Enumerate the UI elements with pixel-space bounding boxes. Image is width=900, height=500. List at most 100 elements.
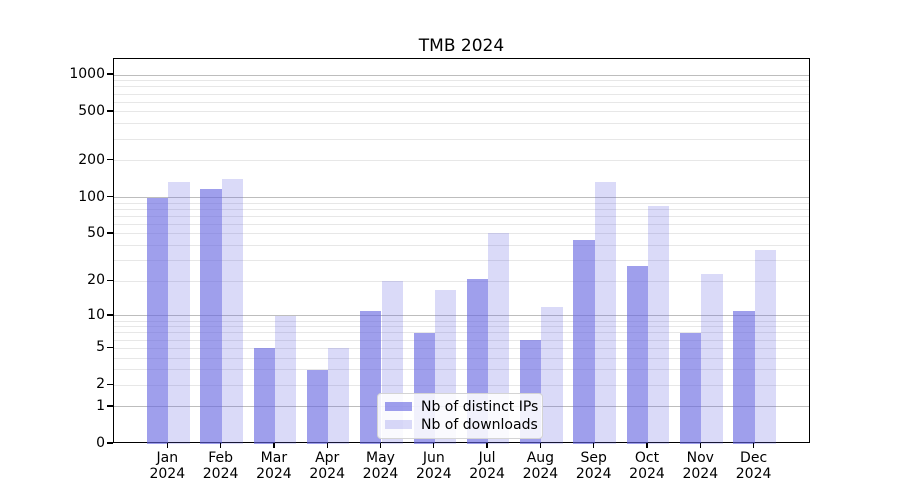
bar-nb-of-downloads-jan-2024 <box>168 182 190 444</box>
y-tick-label-1: 1 <box>96 397 105 414</box>
y-tick-mark-5 <box>107 346 113 348</box>
gridline-minor-400 <box>114 123 809 125</box>
bar-nb-of-distinct-ips-oct-2024 <box>626 266 648 444</box>
gridline-minor-600 <box>114 101 809 103</box>
gridline-minor-60 <box>114 223 809 225</box>
x-tick-mark-apr-2024 <box>326 443 328 448</box>
legend-item-downloads: Nb of downloads <box>385 417 538 433</box>
y-tick-mark-500 <box>107 110 113 112</box>
gridline-minor-2 <box>114 384 809 386</box>
bar-nb-of-downloads-oct-2024 <box>648 206 670 444</box>
bar-nb-of-distinct-ips-feb-2024 <box>200 189 222 444</box>
x-tick-mark-jul-2024 <box>486 443 488 448</box>
y-tick-label-2: 2 <box>96 376 105 393</box>
gridline-minor-700 <box>114 93 809 95</box>
x-tick-label-jan-2024: Jan 2024 <box>149 450 186 482</box>
bar-nb-of-distinct-ips-apr-2024 <box>306 369 329 444</box>
y-tick-mark-200 <box>107 159 113 161</box>
y-tick-label-100: 100 <box>78 188 105 205</box>
bar-nb-of-downloads-sep-2024 <box>594 182 616 444</box>
legend: Nb of distinct IPs Nb of downloads <box>377 393 543 439</box>
y-tick-label-1000: 1000 <box>69 66 105 82</box>
x-tick-label-aug-2024: Aug 2024 <box>522 450 559 482</box>
gridline-major-10 <box>114 315 809 317</box>
gridline-minor-90 <box>114 202 809 204</box>
y-tick-mark-100 <box>107 195 113 198</box>
x-tick-mark-aug-2024 <box>539 443 542 448</box>
gridline-minor-70 <box>114 215 809 217</box>
x-tick-mark-feb-2024 <box>219 443 222 448</box>
legend-item-distinct-ips: Nb of distinct IPs <box>385 399 538 415</box>
gridline-major-100 <box>114 197 809 198</box>
y-tick-mark-2 <box>107 383 113 385</box>
y-tick-mark-1 <box>107 405 113 407</box>
x-tick-label-nov-2024: Nov 2024 <box>682 450 719 482</box>
x-tick-label-dec-2024: Dec 2024 <box>735 450 772 482</box>
plot-area <box>113 58 810 444</box>
bar-nb-of-downloads-aug-2024 <box>541 307 563 444</box>
x-tick-mark-nov-2024 <box>699 443 701 448</box>
y-tick-mark-1000 <box>107 73 113 75</box>
bar-nb-of-distinct-ips-sep-2024 <box>573 239 595 444</box>
y-tick-label-500: 500 <box>78 102 105 119</box>
y-tick-label-50: 50 <box>87 224 105 241</box>
y-tick-label-10: 10 <box>87 306 105 323</box>
bar-nb-of-downloads-feb-2024 <box>221 179 243 444</box>
x-tick-label-jul-2024: Jul 2024 <box>469 450 505 482</box>
gridline-minor-20 <box>114 280 809 282</box>
gridline-minor-3 <box>114 369 809 371</box>
bar-nb-of-downloads-mar-2024 <box>274 315 297 444</box>
x-tick-label-oct-2024: Oct 2024 <box>629 450 665 482</box>
chart-title: TMB 2024 <box>418 36 505 56</box>
x-tick-label-apr-2024: Apr 2024 <box>309 450 345 482</box>
legend-swatch-downloads-icon <box>385 420 412 429</box>
legend-label-distinct-ips: Nb of distinct IPs <box>421 398 539 415</box>
legend-label-downloads: Nb of downloads <box>421 416 538 433</box>
gridline-minor-4 <box>114 357 809 359</box>
x-tick-mark-may-2024 <box>379 443 382 448</box>
y-tick-label-5: 5 <box>96 339 105 356</box>
x-tick-label-sep-2024: Sep 2024 <box>575 450 612 482</box>
x-tick-mark-sep-2024 <box>593 443 595 448</box>
bar-nb-of-distinct-ips-dec-2024 <box>733 311 755 444</box>
y-tick-mark-0 <box>107 442 113 444</box>
x-tick-mark-mar-2024 <box>273 443 275 448</box>
gridline-minor-30 <box>114 260 809 262</box>
gridline-minor-50 <box>114 233 809 235</box>
x-tick-mark-jan-2024 <box>166 443 168 448</box>
y-tick-mark-20 <box>107 279 113 282</box>
bar-nb-of-downloads-apr-2024 <box>328 348 350 444</box>
y-tick-label-20: 20 <box>87 272 105 289</box>
gridline-minor-80 <box>114 208 809 210</box>
bar-nb-of-distinct-ips-mar-2024 <box>253 348 275 444</box>
gridline-minor-8 <box>114 326 809 328</box>
bar-nb-of-distinct-ips-nov-2024 <box>680 332 702 444</box>
x-tick-label-feb-2024: Feb 2024 <box>202 450 239 482</box>
x-tick-mark-jun-2024 <box>433 443 435 448</box>
x-tick-mark-oct-2024 <box>646 443 648 448</box>
gridline-minor-9 <box>114 320 809 322</box>
gridline-minor-6 <box>114 339 809 341</box>
legend-swatch-distinct-ips-icon <box>385 402 412 411</box>
bar-nb-of-downloads-dec-2024 <box>754 249 776 444</box>
x-tick-label-mar-2024: Mar 2024 <box>256 450 292 482</box>
gridline-minor-5 <box>114 347 809 349</box>
x-tick-label-jun-2024: Jun 2024 <box>415 450 452 482</box>
y-tick-mark-10 <box>107 314 113 316</box>
gridline-minor-900 <box>114 80 809 82</box>
x-tick-mark-dec-2024 <box>752 443 755 448</box>
gridline-minor-800 <box>114 86 809 88</box>
gridline-minor-300 <box>114 138 809 140</box>
gridline-minor-7 <box>114 332 809 334</box>
gridline-minor-200 <box>114 160 809 162</box>
bar-nb-of-distinct-ips-may-2024 <box>360 311 382 444</box>
x-tick-label-may-2024: May 2024 <box>362 450 399 482</box>
y-tick-label-0: 0 <box>96 435 105 451</box>
bar-nb-of-downloads-jul-2024 <box>488 232 510 444</box>
bar-nb-of-downloads-nov-2024 <box>701 274 723 444</box>
y-tick-mark-50 <box>107 232 113 234</box>
gridline-minor-500 <box>114 111 809 113</box>
bar-nb-of-distinct-ips-jan-2024 <box>147 197 169 444</box>
gridline-minor-40 <box>114 245 809 247</box>
